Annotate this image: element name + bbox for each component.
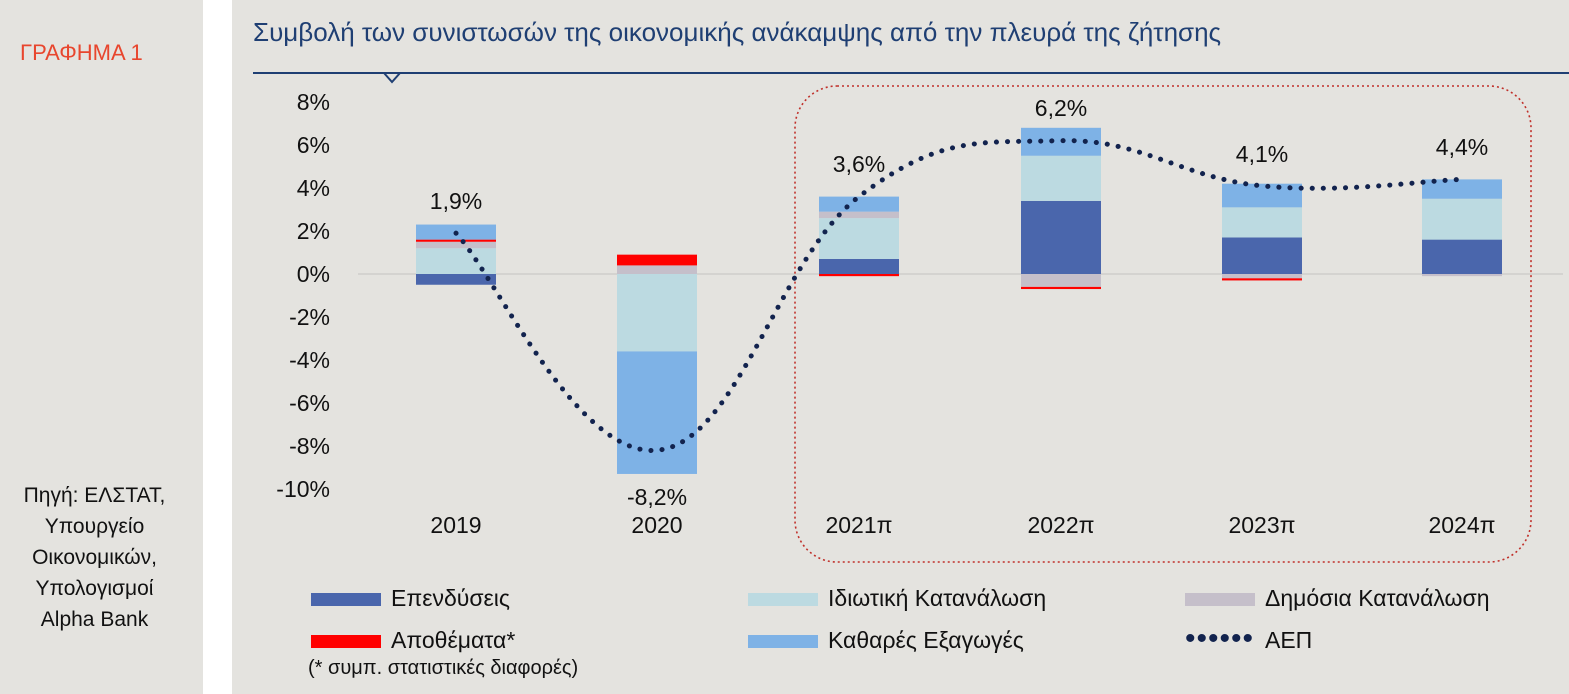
bar-net-exports: [819, 196, 899, 212]
x-tick-label: 2024π: [1428, 512, 1495, 538]
bar-net-exports: [1422, 179, 1502, 199]
bar-investment: [416, 274, 496, 285]
forecast-highlight: [794, 85, 1532, 563]
bar-private-consumption: [617, 274, 697, 352]
data-label: 4,4%: [1436, 134, 1488, 160]
bars: [416, 127, 1502, 474]
bar-investment: [1021, 200, 1101, 274]
y-tick-label: -4%: [289, 347, 330, 373]
bar-investment: [1222, 237, 1302, 274]
y-tick-label: -6%: [289, 390, 330, 416]
legend-dots-gdp: ••••••: [1185, 622, 1255, 655]
title-underline-notch: [383, 72, 401, 84]
bar-public-consumption: [416, 241, 496, 249]
figure-label: ΓΡΑΦΗΜΑ 1: [20, 40, 143, 65]
legend-label: Ιδιωτική Κατανάλωση: [828, 585, 1047, 611]
data-label: -8,2%: [627, 484, 687, 510]
data-label: 4,1%: [1236, 141, 1288, 167]
x-tick-label: 2020: [631, 512, 682, 538]
y-tick-label: 6%: [297, 132, 330, 158]
bar-inventories: [819, 274, 899, 277]
bar-private-consumption: [1222, 207, 1302, 238]
y-tick-label: 2%: [297, 218, 330, 244]
bar-public-consumption: [1422, 274, 1502, 277]
y-tick-label: -2%: [289, 304, 330, 330]
bar-inventories: [416, 239, 496, 242]
legend-swatch-private-consumption: [748, 593, 818, 606]
bar-private-consumption: [1422, 198, 1502, 240]
bar-investment: [819, 258, 899, 274]
legend-swatch-net-exports: [748, 635, 818, 648]
source-note: Πηγή: ΕΛΣΤΑΤ, Υπουργείο Οικονομικών, Υπο…: [23, 484, 166, 631]
y-tick-label: 4%: [297, 175, 330, 201]
bar-inventories: [1021, 286, 1101, 290]
legend-label: Επενδύσεις: [391, 585, 510, 611]
bar-investment: [1422, 239, 1502, 274]
legend-swatch-inventories: [311, 635, 381, 648]
y-tick-label: -10%: [276, 476, 330, 502]
data-label: 1,9%: [430, 188, 482, 214]
sidebar: ΓΡΑΦΗΜΑ 1 Πηγή: ΕΛΣΤΑΤ, Υπουργείο Οικονο…: [0, 0, 203, 694]
legend-label: ΑΕΠ: [1265, 627, 1313, 653]
gdp-line-path: [453, 138, 1465, 453]
bar-public-consumption: [1222, 274, 1302, 279]
y-tick-label: 8%: [297, 89, 330, 115]
x-tick-label: 2021π: [825, 512, 892, 538]
y-tick-label: -8%: [289, 433, 330, 459]
gdp-line: [453, 138, 1465, 453]
bar-net-exports: [617, 351, 697, 474]
data-label: 3,6%: [833, 151, 885, 177]
x-tick-label: 2022π: [1027, 512, 1094, 538]
data-labels: 1,9% -8,2% 3,6% 6,2% 4,1% 4,4%: [430, 95, 1488, 510]
legend-footnote: (* συμπ. στατιστικές διαφορές): [308, 657, 579, 679]
legend-label: Δημόσια Κατανάλωση: [1265, 585, 1490, 611]
main-panel: [232, 0, 1569, 694]
data-label: 6,2%: [1035, 95, 1087, 121]
y-tick-label: 0%: [297, 261, 330, 287]
bar-public-consumption: [819, 211, 899, 219]
legend-swatch-investment: [311, 593, 381, 606]
chart-title: Συμβολή των συνιστωσών της οικονομικής α…: [253, 17, 1222, 47]
bar-inventories: [617, 254, 697, 266]
legend-label: Καθαρές Εξαγωγές: [828, 627, 1024, 653]
bar-public-consumption: [1021, 274, 1101, 287]
legend-label: Αποθέματα*: [391, 627, 516, 653]
x-tick-label: 2019: [430, 512, 481, 538]
y-axis: 8% 6% 4% 2% 0% -2% -4% -6% -8% -10%: [276, 89, 330, 502]
gutter: [203, 0, 232, 694]
x-tick-label: 2023π: [1228, 512, 1295, 538]
bar-net-exports: [1222, 183, 1302, 208]
bar-public-consumption: [617, 265, 697, 274]
legend-swatch-public-consumption: [1185, 593, 1255, 606]
forecast-highlight-box: [794, 85, 1532, 563]
bar-inventories: [1222, 278, 1302, 281]
x-axis: 2019 2020 2021π 2022π 2023π 2024π: [430, 512, 1495, 538]
bar-private-consumption: [1021, 155, 1101, 201]
